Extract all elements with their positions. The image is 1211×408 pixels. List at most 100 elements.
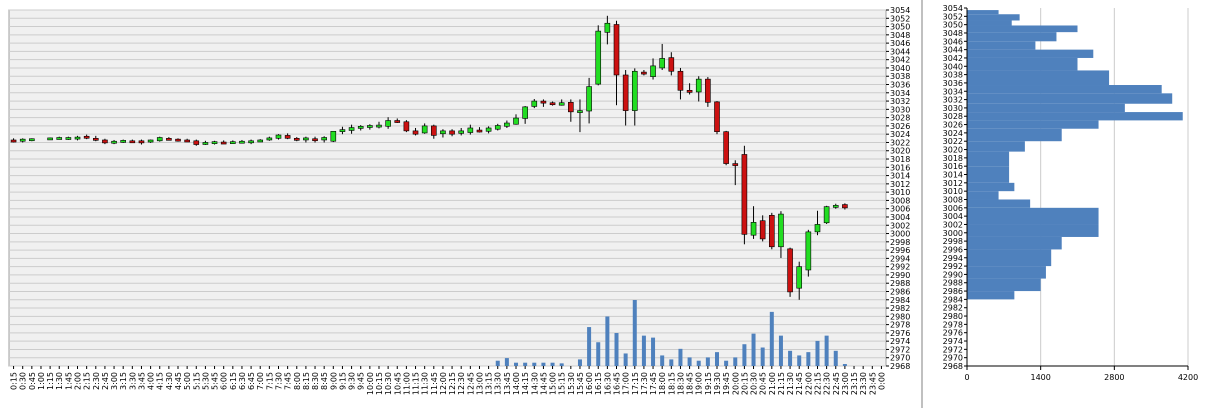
x-tick-label: 4:15 xyxy=(156,372,165,390)
y-tick-label: 2992 xyxy=(890,263,910,272)
x-tick-label: 11:45 xyxy=(430,372,439,395)
y-tick-label: 3026 xyxy=(890,122,910,131)
profile-bar xyxy=(967,70,1110,86)
y-tick-label: 2974 xyxy=(943,337,963,346)
candle-body xyxy=(29,138,35,142)
x-tick-label: 3:00 xyxy=(110,372,119,390)
y-tick-label: 3000 xyxy=(943,229,963,238)
profile-bar xyxy=(967,278,1041,292)
profile-bar xyxy=(967,57,1078,71)
x-tick-label: 16:00 xyxy=(585,372,594,395)
y-tick-label: 2998 xyxy=(890,238,910,247)
x-tick-label: 2800 xyxy=(1104,373,1124,382)
volume-bar xyxy=(815,340,820,366)
candle-body xyxy=(330,130,337,142)
y-tick-label: 3012 xyxy=(943,179,963,188)
candle-body xyxy=(440,130,446,135)
x-tick-label: 23:00 xyxy=(841,372,850,395)
x-tick-label: 17:15 xyxy=(631,372,640,395)
x-tick-label: 22:45 xyxy=(832,372,841,395)
candle-body xyxy=(376,124,382,128)
candle-body xyxy=(732,163,739,166)
candle-body xyxy=(604,22,611,33)
volume-bar xyxy=(532,362,537,366)
x-tick-label: 5:15 xyxy=(192,372,201,390)
y-tick-label: 2974 xyxy=(890,337,910,346)
x-tick-label: 9:00 xyxy=(329,372,338,390)
volume-bar xyxy=(495,360,500,366)
x-tick-label: 13:15 xyxy=(485,372,494,395)
x-tick-label: 19:30 xyxy=(713,372,722,395)
candle-body xyxy=(832,205,839,208)
x-tick-label: 6:15 xyxy=(229,372,238,390)
y-tick-label: 2968 xyxy=(890,362,910,371)
x-tick-label: 10:15 xyxy=(375,372,384,395)
candle-body xyxy=(65,137,72,140)
candle-body xyxy=(595,30,602,85)
x-tick-label: 7:45 xyxy=(284,372,293,390)
x-tick-label: 16:45 xyxy=(613,372,622,395)
candle-body xyxy=(92,138,99,141)
candle-body xyxy=(120,140,126,143)
x-tick-label: 5:30 xyxy=(201,372,210,390)
y-tick-label: 3014 xyxy=(943,171,963,180)
y-tick-label: 3018 xyxy=(943,154,963,163)
y-tick-label: 3024 xyxy=(890,130,910,139)
y-tick-label: 2970 xyxy=(943,354,963,363)
y-tick-label: 3046 xyxy=(943,37,963,46)
y-tick-label: 2992 xyxy=(943,262,963,271)
candle-body xyxy=(102,139,108,144)
y-tick-label: 2994 xyxy=(943,254,963,263)
x-tick-label: 2:15 xyxy=(83,372,92,390)
candle-body xyxy=(549,102,556,106)
y-tick-label: 3034 xyxy=(890,89,910,98)
y-tick-label: 3030 xyxy=(943,104,963,113)
volume-bar xyxy=(760,347,765,366)
x-tick-label: 18:15 xyxy=(667,372,676,395)
candle-body xyxy=(522,106,528,119)
candle-body xyxy=(796,266,803,289)
candle-body xyxy=(659,58,665,69)
y-tick-label: 3052 xyxy=(890,14,910,23)
x-tick-label: 10:45 xyxy=(393,372,402,395)
x-tick-label: 14:00 xyxy=(512,372,521,395)
candle-body xyxy=(211,141,218,144)
y-tick-label: 3036 xyxy=(890,81,910,90)
candle-body xyxy=(275,134,282,139)
profile-bar xyxy=(967,191,999,200)
volume-bar xyxy=(705,357,710,366)
x-tick-label: 14:30 xyxy=(530,372,539,395)
candle-body xyxy=(138,140,145,144)
candlestick-chart: 2968297029722974297629782980298229842986… xyxy=(8,6,910,395)
profile-bar xyxy=(967,93,1173,104)
profile-bar xyxy=(967,291,1015,300)
x-tick-label: 0:45 xyxy=(28,372,37,390)
x-tick-label: 8:15 xyxy=(302,372,311,390)
volume-bar xyxy=(504,358,509,366)
x-tick-label: 2:30 xyxy=(92,372,101,390)
candle-body xyxy=(248,140,254,144)
volume-bar xyxy=(687,357,692,366)
volume-bar xyxy=(797,355,802,366)
candle-body xyxy=(129,140,136,144)
plot-area xyxy=(8,9,887,367)
x-tick-label: 12:00 xyxy=(439,372,448,395)
volume-bar xyxy=(514,362,519,366)
x-tick-label: 21:45 xyxy=(795,372,804,395)
y-tick-label: 3008 xyxy=(890,196,910,205)
candle-body xyxy=(220,141,227,145)
candle-body xyxy=(385,120,391,127)
volume-bar xyxy=(833,350,838,366)
profile-bar xyxy=(967,128,1062,142)
y-tick-label: 2998 xyxy=(943,237,963,246)
y-tick-label: 3002 xyxy=(943,220,963,229)
y-tick-label: 3038 xyxy=(943,71,963,80)
y-tick-label: 3030 xyxy=(890,105,910,114)
x-tick-label: 21:15 xyxy=(777,372,786,395)
y-tick-label: 2978 xyxy=(890,321,910,330)
candle-body xyxy=(686,90,693,93)
y-tick-label: 3050 xyxy=(890,23,910,32)
volume-bar xyxy=(733,357,738,366)
profile-bar xyxy=(967,151,1010,167)
